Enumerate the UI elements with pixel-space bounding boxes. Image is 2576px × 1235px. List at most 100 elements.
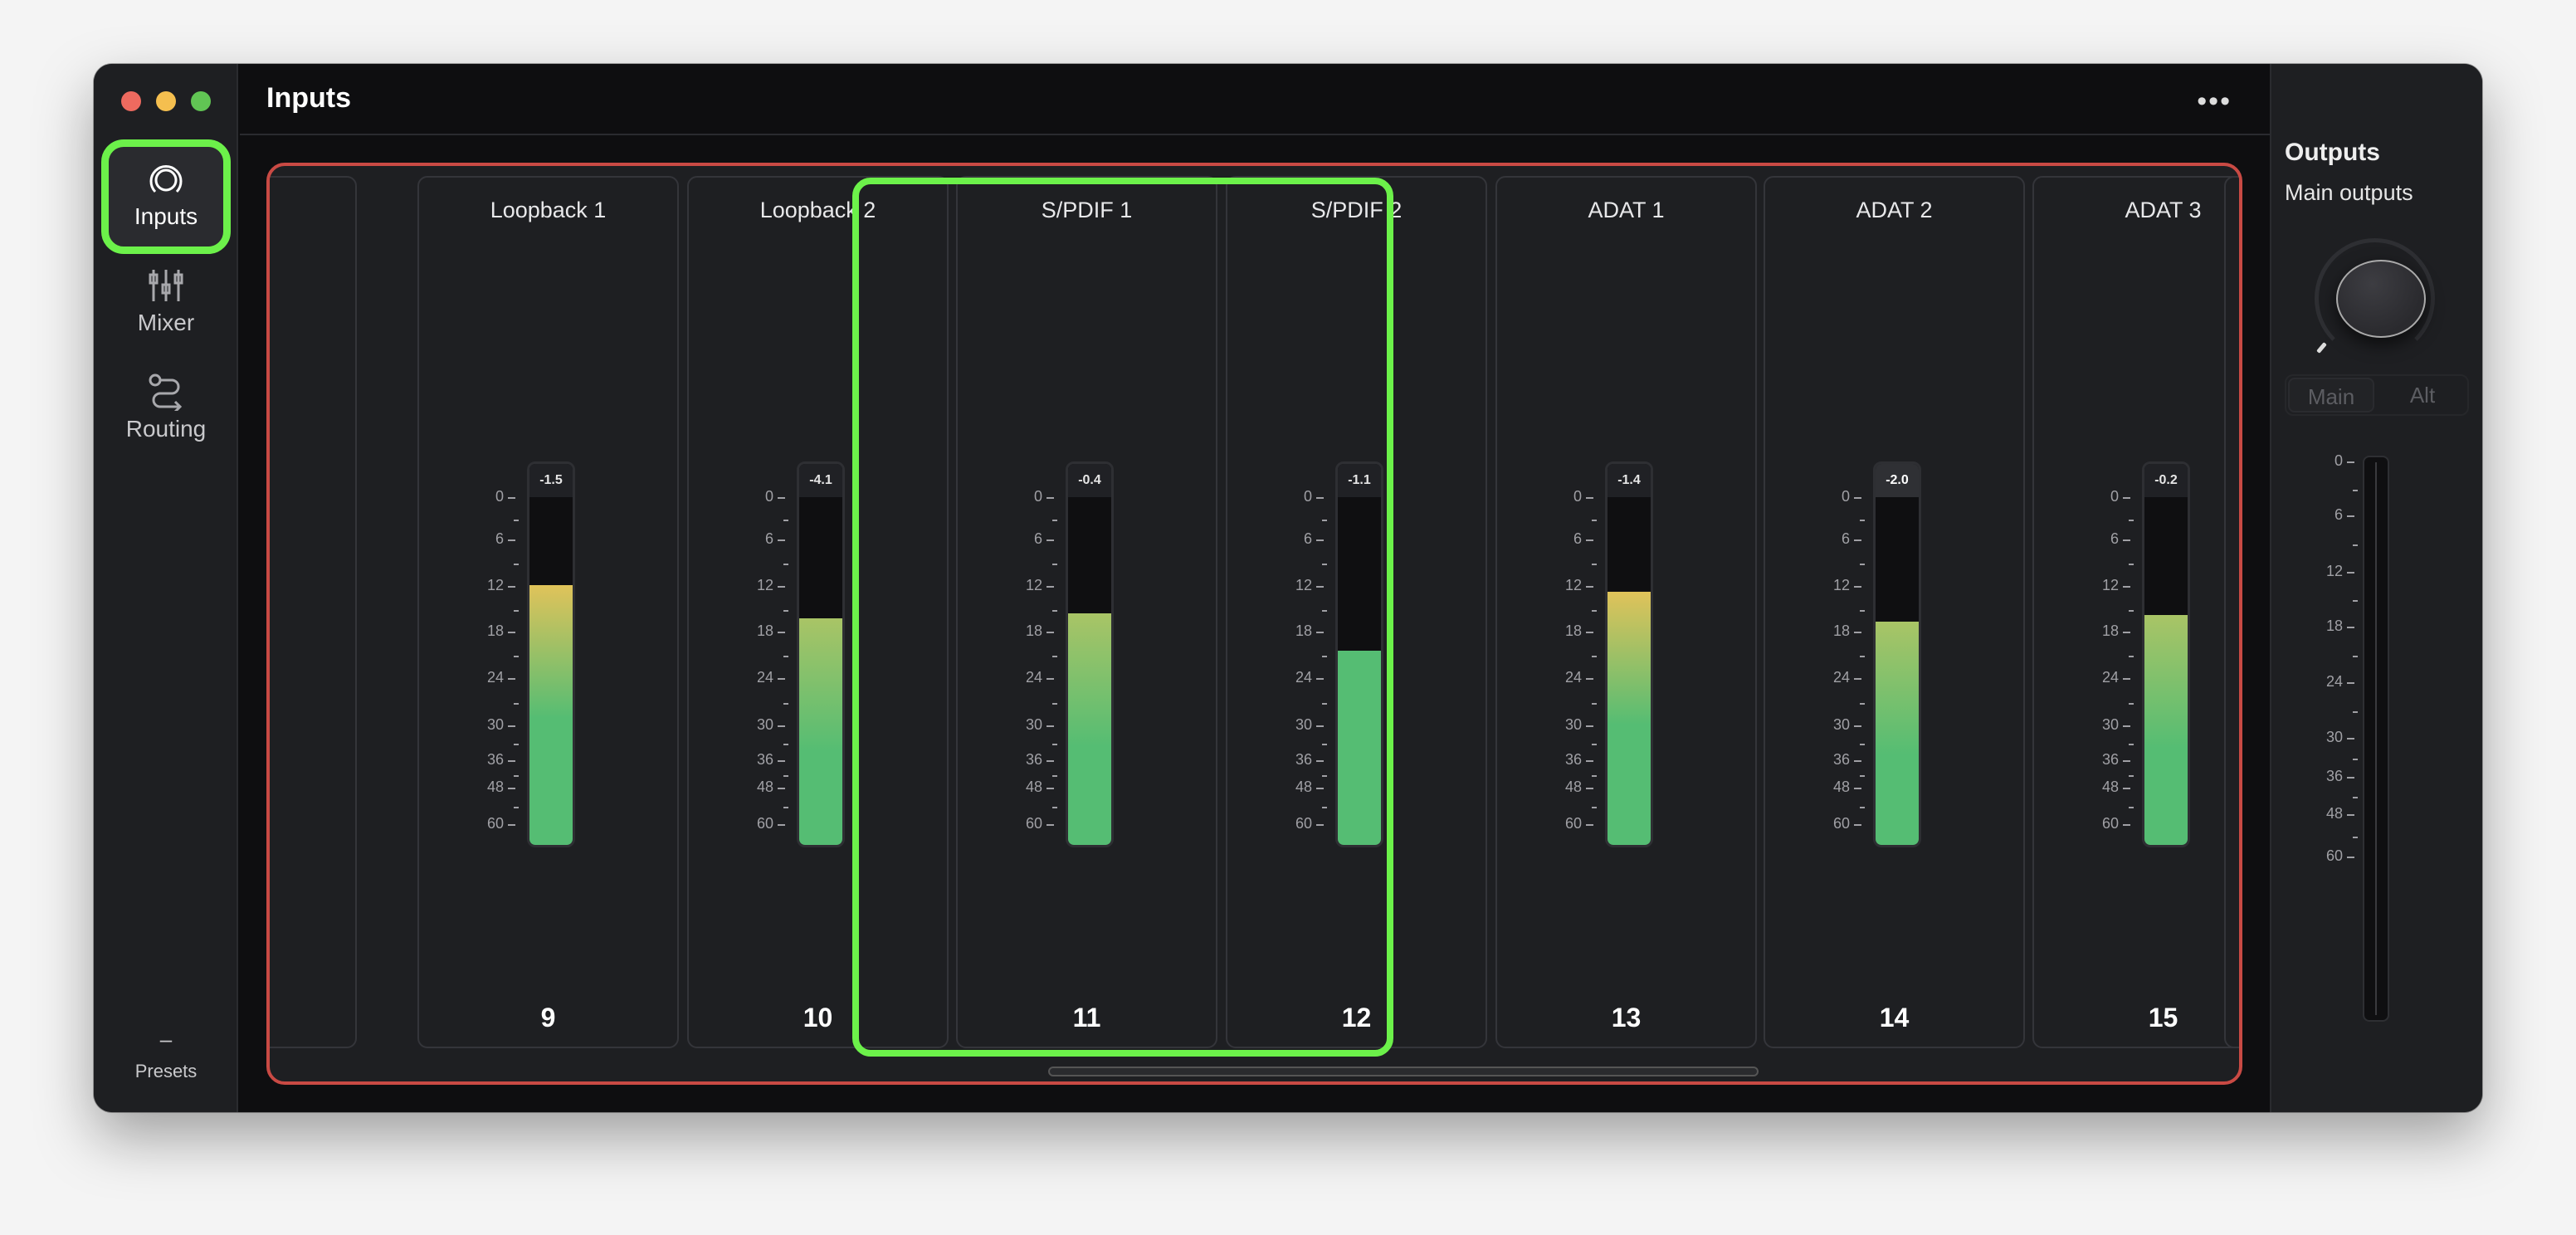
output-scale-label: 12 [2310, 563, 2354, 580]
meter-scale-label: 60 [2086, 815, 2130, 832]
meter-scale-label: 24 [1279, 669, 1324, 686]
channel-strip[interactable]: S/PDIF 2 0 6 12 18 24 30 36 48 60 -1.1 12 [1226, 176, 1487, 1048]
sidebar-item-label: Inputs [134, 203, 198, 229]
presets-value: – [159, 1027, 173, 1052]
channel-number: 10 [803, 1003, 833, 1032]
channel-name: S/PDIF 2 [1310, 198, 1403, 222]
meter-minor-tick [1052, 744, 1057, 745]
meter-minor-tick [1052, 519, 1057, 521]
meter-fill [2144, 615, 2188, 845]
meter-scale-label: 6 [1549, 530, 1593, 548]
meter-scale-label: 36 [1549, 751, 1593, 769]
meter-minor-tick [1860, 744, 1865, 745]
input-level-meter: -1.5 [527, 461, 575, 847]
horizontal-scrollbar[interactable] [1048, 1067, 1759, 1076]
meter-minor-tick [1860, 807, 1865, 808]
main-volume-knob[interactable] [2336, 260, 2426, 338]
meter-minor-tick [1592, 564, 1597, 565]
meter-scale-label: 60 [740, 815, 785, 832]
meter-minor-tick [514, 702, 519, 705]
meter-fill [1338, 650, 1381, 845]
meter-minor-tick [1592, 774, 1597, 777]
ellipsis-icon[interactable]: ••• [2197, 85, 2232, 117]
meter-minor-tick [1322, 609, 1327, 612]
channel-strip[interactable]: ADAT 1 0 6 12 18 24 30 36 48 60 -1.4 13 [1495, 176, 1757, 1048]
channel-strip[interactable]: S/PDIF 1 0 6 12 18 24 30 36 48 60 -0.4 11 [956, 176, 1217, 1048]
peak-value: -1.1 [1338, 464, 1381, 497]
main-output-button[interactable]: Main [2288, 378, 2374, 412]
meter-minor-tick [514, 564, 519, 565]
meter-scale-label: 6 [1817, 530, 1861, 548]
meter-fill [1068, 613, 1111, 845]
meter-scale-label: 24 [1817, 669, 1861, 686]
meter-scale-label: 48 [471, 779, 515, 796]
meter-scale-label: 30 [471, 716, 515, 734]
inputs-icon [149, 165, 183, 193]
meter-minor-tick [514, 519, 519, 521]
meter-scale-label: 60 [1817, 815, 1861, 832]
meter-minor-tick [514, 656, 519, 657]
channel-strip-partial [2224, 176, 2239, 1048]
input-level-meter: -2.0 [1873, 461, 1921, 847]
meter-scale-label: 6 [2086, 530, 2130, 548]
outputs-title: Outputs [2285, 139, 2380, 166]
meter-minor-tick [783, 656, 788, 657]
meter-scale-label: 48 [2086, 779, 2130, 796]
output-scale-label: 60 [2310, 847, 2354, 865]
meter-scale-label: 18 [471, 622, 515, 640]
meter-scale-label: 48 [1817, 779, 1861, 796]
meter-minor-tick [1860, 774, 1865, 777]
minimize-window-button[interactable] [156, 91, 176, 111]
output-minor-tick [2353, 489, 2358, 491]
channel-number: 9 [540, 1003, 556, 1032]
meter-scale-label: 18 [1549, 622, 1593, 640]
close-window-button[interactable] [121, 91, 141, 111]
meter-minor-tick [783, 519, 788, 521]
meter-scale-label: 0 [2086, 488, 2130, 505]
presets-button[interactable]: – Presets [94, 1027, 238, 1082]
meter-scale-label: 60 [1009, 815, 1054, 832]
meter-minor-tick [514, 609, 519, 612]
output-minor-tick [2353, 836, 2358, 838]
output-level-meter [2363, 456, 2389, 1022]
meter-minor-tick [1860, 519, 1865, 521]
meter-minor-tick [1052, 774, 1057, 777]
channel-strip[interactable]: ADAT 3 0 6 12 18 24 30 36 48 60 -0.2 15 [2032, 176, 2239, 1048]
meter-scale-label: 18 [1279, 622, 1324, 640]
sidebar-item-inputs[interactable]: Inputs [101, 139, 231, 254]
outputs-subtitle: Main outputs [2285, 180, 2413, 205]
meter-minor-tick [1592, 807, 1597, 808]
meter-minor-tick [2129, 807, 2134, 808]
meter-scale-label: 24 [2086, 669, 2130, 686]
output-scale-label: 6 [2310, 506, 2354, 524]
meter-scale-label: 36 [1279, 751, 1324, 769]
alt-output-button[interactable]: Alt [2409, 383, 2436, 408]
mixer-sliders-icon [149, 270, 183, 301]
output-scale-label: 0 [2310, 452, 2354, 470]
meter-minor-tick [1860, 702, 1865, 705]
meter-minor-tick [1860, 564, 1865, 565]
channel-strip[interactable]: ADAT 2 0 6 12 18 24 30 36 48 60 -2.0 14 [1764, 176, 2025, 1048]
channel-strip[interactable]: Loopback 1 0 6 12 18 24 30 36 48 60 -1.5 9 [417, 176, 679, 1048]
peak-value: -0.4 [1068, 464, 1111, 497]
app-window: Inputs Mixer Routing – Presets Inputs ••… [94, 64, 2482, 1112]
meter-scale-label: 12 [740, 577, 785, 594]
meter-scale-label: 12 [1549, 577, 1593, 594]
sidebar-item-routing[interactable]: Routing [109, 359, 223, 459]
meter-fill [529, 585, 573, 845]
sidebar-item-mixer[interactable]: Mixer [109, 253, 223, 353]
meter-scale-label: 0 [740, 488, 785, 505]
meter-scale-label: 60 [1279, 815, 1324, 832]
meter-scale-label: 6 [1009, 530, 1054, 548]
meter-scale-label: 18 [1009, 622, 1054, 640]
zoom-window-button[interactable] [191, 91, 211, 111]
output-minor-tick [2353, 600, 2358, 602]
meter-minor-tick [1860, 609, 1865, 612]
meter-minor-tick [1860, 656, 1865, 657]
meter-scale-label: 60 [1549, 815, 1593, 832]
meter-scale-label: 30 [1009, 716, 1054, 734]
meter-minor-tick [1322, 656, 1327, 657]
channel-strip[interactable]: Loopback 2 0 6 12 18 24 30 36 48 60 -4.1 10 [687, 176, 949, 1048]
meter-minor-tick [1322, 702, 1327, 705]
channel-name: Loopback 2 [759, 198, 876, 222]
